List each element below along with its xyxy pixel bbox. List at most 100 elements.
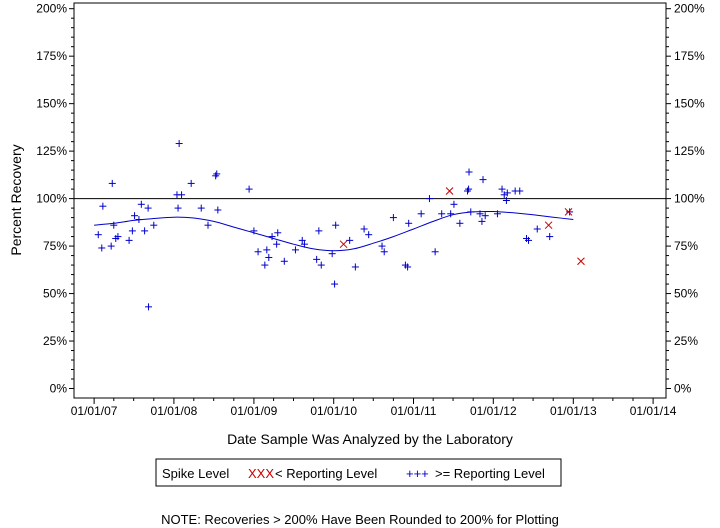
point-at-or-above-reporting-level	[298, 236, 306, 244]
y-tick-label-left: 100%	[36, 192, 67, 206]
point-at-or-above-reporting-level	[404, 263, 412, 271]
legend: Spike Level XXX < Reporting Level +++ >=…	[155, 458, 562, 487]
y-tick-label-left: 0%	[50, 382, 68, 396]
legend-symbol-below: XXX	[248, 466, 274, 481]
point-at-or-above-reporting-level	[135, 215, 143, 223]
point-at-or-above-reporting-level	[405, 219, 413, 227]
point-at-or-above-reporting-level	[524, 236, 532, 244]
point-at-or-above-reporting-level	[141, 227, 149, 235]
y-tick-label-right: 100%	[674, 192, 705, 206]
y-axis-label: Percent Recovery	[8, 144, 24, 255]
point-at-or-above-reporting-level	[493, 210, 501, 218]
point-at-or-above-reporting-level	[516, 187, 524, 195]
point-at-or-above-reporting-level	[110, 221, 118, 229]
legend-label-above: >= Reporting Level	[435, 466, 545, 481]
point-at-or-above-reporting-level	[174, 204, 182, 212]
point-at-or-above-reporting-level	[438, 210, 446, 218]
y-tick-label-right: 150%	[674, 97, 705, 111]
point-at-or-above-reporting-level	[315, 227, 323, 235]
point-at-or-above-reporting-level	[212, 172, 220, 180]
point-at-or-above-reporting-level	[280, 257, 288, 265]
point-below-reporting-level	[564, 208, 573, 216]
point-at-or-above-reporting-level	[94, 231, 102, 239]
point-at-or-above-reporting-level	[464, 187, 472, 195]
y-tick-label-left: 125%	[36, 144, 67, 158]
point-at-or-above-reporting-level	[197, 204, 205, 212]
point-at-or-above-reporting-level	[476, 210, 484, 218]
point-at-or-above-reporting-level	[268, 233, 276, 241]
point-at-or-above-reporting-level	[291, 246, 299, 254]
point-at-or-above-reporting-level	[137, 200, 145, 208]
point-at-or-above-reporting-level	[425, 195, 433, 203]
x-tick-label: 01/01/11	[391, 404, 437, 418]
point-at-or-above-reporting-level	[503, 189, 511, 197]
point-at-or-above-reporting-level	[263, 246, 271, 254]
point-at-or-above-reporting-level	[254, 248, 262, 256]
footnote: NOTE: Recoveries > 200% Have Been Rounde…	[161, 512, 559, 527]
data-points	[94, 140, 585, 311]
y-tick-label-left: 200%	[36, 2, 67, 16]
point-at-or-above-reporting-level	[245, 185, 253, 193]
point-at-or-above-reporting-level	[332, 221, 340, 229]
point-at-or-above-reporting-level	[465, 168, 473, 176]
point-at-or-above-reporting-level	[533, 225, 541, 233]
point-at-or-above-reporting-level	[378, 242, 386, 250]
point-at-or-above-reporting-level	[502, 197, 510, 204]
point-at-or-above-reporting-level	[331, 280, 339, 288]
point-at-or-above-reporting-level	[467, 208, 475, 216]
point-at-or-above-reporting-level	[481, 212, 489, 220]
y-tick-label-right: 125%	[674, 144, 705, 158]
point-at-or-above-reporting-level	[417, 210, 425, 218]
point-below-reporting-level	[339, 240, 348, 249]
point-at-or-above-reporting-level	[317, 261, 325, 269]
y-axis-ticks: 0% 0% 25% 25% 50% 50% 75% 75% 100% 100% 125% 125% 15…	[36, 2, 705, 396]
point-at-or-above-reporting-level	[365, 231, 373, 239]
point-at-or-above-reporting-level	[250, 227, 258, 235]
x-tick-label: 01/01/07	[71, 404, 118, 418]
x-axis-ticks: 01/01/07 01/01/08 01/01/09 01/01/10 01/01/11…	[71, 398, 677, 418]
point-at-or-above-reporting-level	[98, 244, 106, 252]
point-below-reporting-level	[544, 221, 553, 230]
x-tick-label: 01/01/14	[630, 404, 677, 418]
point-at-or-above-reporting-level	[144, 204, 152, 212]
x-axis-label: Date Sample Was Analyzed by the Laborato…	[227, 431, 513, 447]
point-at-or-above-reporting-level	[360, 225, 368, 233]
y-tick-label-right: 75%	[674, 239, 698, 253]
y-tick-label-right: 25%	[674, 334, 698, 348]
point-at-or-above-reporting-level	[265, 253, 273, 261]
point-at-or-above-reporting-level	[313, 255, 321, 263]
point-at-or-above-reporting-level	[380, 248, 388, 256]
point-at-or-above-reporting-level	[99, 202, 107, 210]
point-at-or-above-reporting-level	[273, 240, 281, 248]
point-at-or-above-reporting-level	[546, 233, 554, 241]
x-tick-label: 01/01/10	[310, 404, 357, 418]
point-at-or-above-reporting-level	[346, 236, 354, 244]
legend-label-below: < Reporting Level	[275, 466, 377, 481]
y-tick-label-left: 175%	[36, 49, 67, 63]
x-tick-label: 01/01/12	[470, 404, 517, 418]
y-tick-label-right: 200%	[674, 2, 705, 16]
y-tick-label-left: 150%	[36, 97, 67, 111]
legend-symbol-above: +++	[406, 466, 429, 481]
point-at-or-above-reporting-level	[351, 263, 359, 271]
point-at-or-above-reporting-level	[187, 179, 195, 187]
x-tick-label: 01/01/09	[231, 404, 278, 418]
point-at-or-above-reporting-level	[389, 214, 397, 222]
point-at-or-above-reporting-level	[456, 219, 464, 227]
point-at-or-above-reporting-level	[274, 229, 282, 237]
x-tick-label: 01/01/08	[151, 404, 198, 418]
point-at-or-above-reporting-level	[300, 240, 308, 248]
x-tick-label: 01/01/13	[550, 404, 597, 418]
point-at-or-above-reporting-level	[431, 248, 439, 256]
point-at-or-above-reporting-level	[447, 210, 455, 218]
legend-box	[155, 458, 562, 487]
point-at-or-above-reporting-level	[131, 212, 139, 220]
point-at-or-above-reporting-level	[214, 206, 222, 214]
y-tick-label-right: 0%	[674, 382, 692, 396]
plot-frame	[73, 2, 667, 399]
y-tick-label-left: 75%	[43, 239, 67, 253]
point-at-or-above-reporting-level	[145, 303, 153, 311]
y-tick-label-left: 50%	[43, 287, 67, 301]
point-at-or-above-reporting-level	[114, 233, 122, 241]
